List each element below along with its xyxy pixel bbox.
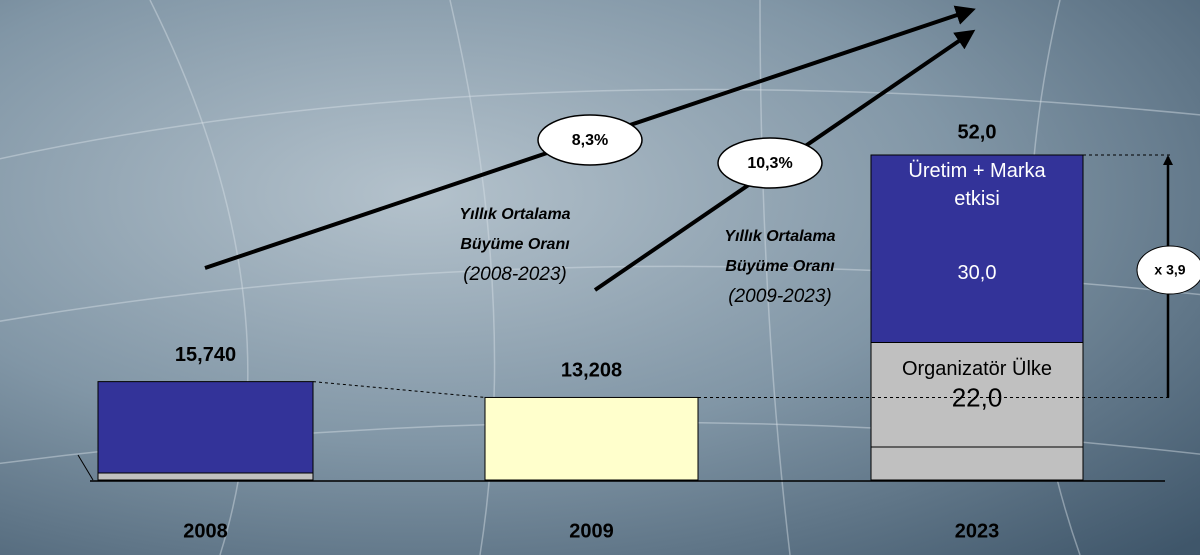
bar-strip bbox=[97, 472, 314, 481]
growth-caption: (2008-2023) bbox=[463, 264, 567, 285]
segment-name: Üretim + Marka etkisi bbox=[908, 160, 1046, 210]
stack-segment bbox=[870, 154, 1084, 343]
growth-caption: Büyüme Oranı bbox=[460, 236, 570, 253]
multiplier-bubble bbox=[1136, 245, 1200, 295]
segment-name-box: Üretim + Marka etkisi bbox=[908, 160, 1046, 210]
growth-rate: 8,3% bbox=[572, 132, 608, 149]
x-tick-label: 2008 bbox=[183, 520, 228, 542]
rate-bubble bbox=[537, 114, 643, 166]
bar bbox=[97, 381, 314, 481]
value-label: 13,208 bbox=[561, 360, 622, 382]
x-tick-label: 2009 bbox=[569, 520, 614, 542]
growth-caption: Büyüme Oranı bbox=[725, 258, 835, 275]
growth-caption: (2009-2023) bbox=[728, 286, 832, 307]
multiplier: x 3,9 bbox=[1154, 262, 1185, 278]
segment-name: Organizatör Ülke bbox=[902, 358, 1052, 380]
growth-caption: Yıllık Ortalama bbox=[459, 206, 570, 223]
growth-rate: 10,3% bbox=[747, 155, 792, 172]
tick-stub bbox=[77, 454, 94, 481]
x-tick-label: 2023 bbox=[955, 520, 1000, 542]
bar bbox=[484, 396, 699, 481]
segment-value: 30,0 bbox=[958, 262, 997, 284]
rate-bubble bbox=[717, 137, 823, 189]
stack-segment bbox=[870, 342, 1084, 481]
connector bbox=[312, 381, 486, 398]
growth-caption: Yıllık Ortalama bbox=[724, 228, 835, 245]
value-label: 15,740 bbox=[175, 344, 236, 366]
total-label: 52,0 bbox=[958, 121, 997, 143]
